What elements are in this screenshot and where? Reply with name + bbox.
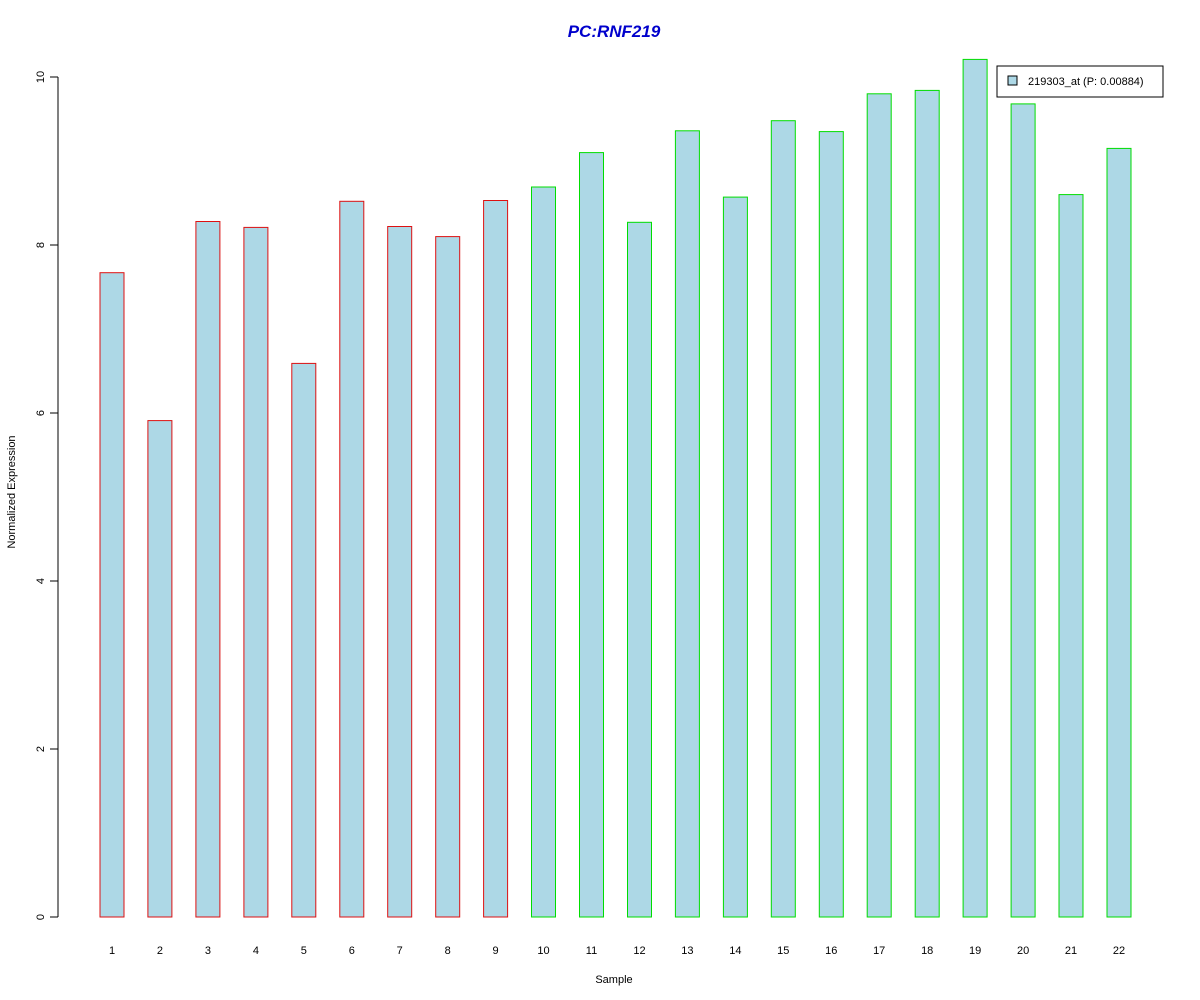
- bar-sample-8: [435, 236, 461, 918]
- bar-sample-5: [291, 362, 317, 918]
- x-tick-label: 5: [301, 945, 307, 957]
- y-tick-label: 6: [35, 410, 47, 416]
- x-tick-label: 20: [1017, 945, 1029, 957]
- bar-sample-3: [195, 221, 221, 918]
- y-tick-label: 4: [35, 578, 47, 584]
- x-tick-label: 15: [777, 945, 789, 957]
- bar-sample-18: [914, 89, 940, 918]
- bar-sample-12: [627, 221, 652, 918]
- bar-sample-2: [147, 420, 173, 918]
- bar-sample-13: [674, 130, 700, 918]
- x-tick-label: 18: [921, 945, 933, 957]
- bar-sample-7: [387, 226, 413, 918]
- bar-sample-6: [339, 200, 365, 918]
- y-axis: 0 2 4 6 8 10: [35, 71, 59, 920]
- y-tick-label: 2: [35, 746, 47, 752]
- x-tick-label: 12: [633, 945, 645, 957]
- chart-title: PC:RNF219: [568, 22, 661, 41]
- x-tick-label: 11: [586, 945, 597, 957]
- bar-sample-1: [99, 272, 125, 918]
- x-tick-label: 9: [493, 945, 499, 957]
- x-tick-labels: 1 2 3 4 5 6 7 8 9 10 11 12 13 14 15 16 17 18 19 20 21 22: [109, 945, 1125, 957]
- bar-sample-4: [243, 226, 269, 918]
- legend-box: [996, 65, 1164, 98]
- x-tick-label: 14: [729, 945, 741, 957]
- legend-label: 219303_at (P: 0.00884): [1028, 76, 1144, 88]
- bar-sample-15: [770, 120, 796, 918]
- x-tick-label: 8: [445, 945, 451, 957]
- y-tick-label: 8: [35, 242, 47, 248]
- x-tick-label: 1: [109, 945, 115, 957]
- x-tick-label: 22: [1113, 945, 1125, 957]
- x-tick-label: 19: [969, 945, 981, 957]
- x-tick-label: 3: [205, 945, 211, 957]
- bar-sample-19: [962, 58, 988, 918]
- x-tick-label: 10: [537, 945, 549, 957]
- bar-sample-14: [722, 196, 748, 918]
- x-tick-label: 2: [157, 945, 163, 957]
- bar-sample-22: [1106, 147, 1132, 918]
- x-tick-label: 13: [681, 945, 693, 957]
- y-tick-label: 10: [35, 71, 47, 83]
- x-tick-label: 16: [825, 945, 837, 957]
- x-tick-label: 6: [349, 945, 355, 957]
- bar-sample-20: [1010, 103, 1036, 918]
- bar-sample-16: [818, 131, 844, 918]
- y-axis-label: Normalized Expression: [6, 435, 18, 548]
- legend-swatch: [1007, 75, 1018, 86]
- x-tick-label: 21: [1065, 945, 1077, 957]
- bars-group: [99, 58, 1132, 918]
- legend: 219303_at (P: 0.00884): [996, 65, 1164, 98]
- y-tick-label: 0: [35, 914, 47, 920]
- x-axis-label: Sample: [595, 974, 632, 986]
- bar-sample-21: [1058, 194, 1084, 918]
- x-tick-label: 4: [253, 945, 259, 957]
- bar-sample-11: [579, 152, 604, 918]
- bar-sample-17: [866, 93, 892, 918]
- x-tick-label: 17: [873, 945, 885, 957]
- bar-sample-10: [531, 186, 556, 918]
- x-tick-label: 7: [397, 945, 403, 957]
- bar-sample-9: [483, 200, 509, 918]
